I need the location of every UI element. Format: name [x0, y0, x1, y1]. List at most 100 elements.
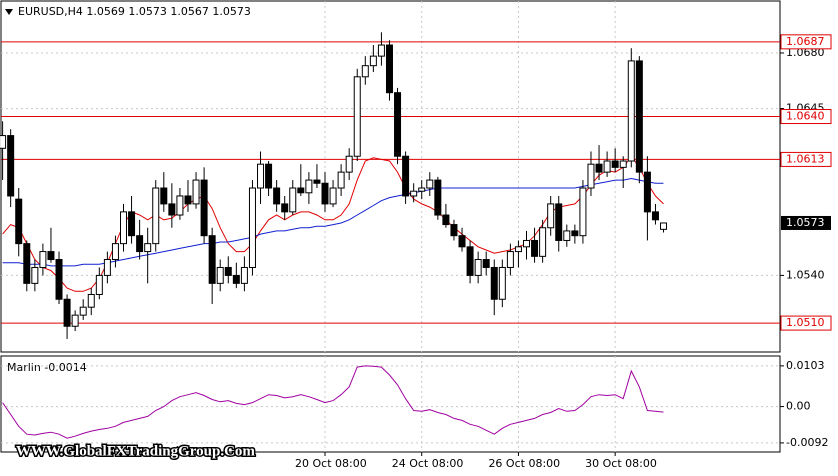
- candle-body: [216, 266, 224, 284]
- candle-body: [63, 298, 71, 327]
- candle-body: [458, 235, 466, 248]
- candle-body: [587, 163, 595, 189]
- menu-arrow[interactable]: [5, 9, 13, 15]
- candle-body: [313, 179, 321, 184]
- candle-body: [603, 160, 611, 173]
- candle-body: [103, 259, 111, 276]
- candle-body: [95, 274, 103, 295]
- candle-body: [160, 187, 168, 205]
- x-tick-label: 26 Oct 08:00: [488, 457, 560, 470]
- candle-body: [152, 187, 160, 245]
- candle-body: [15, 198, 23, 245]
- candle-body: [555, 203, 563, 241]
- level-label: 1.0510: [786, 316, 825, 329]
- candle-body: [434, 179, 442, 216]
- candle-body: [176, 195, 184, 216]
- candle-body: [394, 92, 402, 157]
- candle-body: [71, 314, 79, 327]
- candle-body: [232, 274, 240, 284]
- candle-body: [240, 266, 248, 284]
- candle-body: [55, 259, 63, 300]
- candle-body: [643, 171, 651, 213]
- candle-body: [571, 230, 579, 237]
- candle-body: [482, 259, 490, 268]
- indicator-tick-label: 0.0103: [786, 359, 825, 372]
- candle-body: [337, 171, 345, 189]
- candle-body: [273, 187, 281, 205]
- x-tick-label: 20 Oct 08:00: [295, 457, 367, 470]
- candle-body: [660, 222, 668, 230]
- candle-body: [257, 163, 265, 189]
- candle-body: [611, 160, 619, 168]
- level-label-box: [780, 109, 832, 125]
- candle-body: [200, 179, 208, 237]
- candle-body: [385, 44, 393, 94]
- candle-body: [47, 251, 55, 261]
- candle-body: [579, 187, 587, 237]
- candle-body: [450, 224, 458, 237]
- candle-body: [353, 76, 361, 157]
- candle-body: [192, 179, 200, 205]
- indicator-line: [2, 365, 664, 439]
- candle-body: [224, 266, 232, 276]
- candle-body: [651, 211, 659, 221]
- candle-body: [426, 179, 434, 189]
- candle-body: [7, 135, 15, 197]
- candle-body: [361, 65, 369, 78]
- candle-body: [329, 187, 337, 205]
- candle-body: [248, 187, 256, 268]
- candle-body: [498, 266, 506, 300]
- level-label-box: [780, 34, 832, 50]
- candle-body: [474, 259, 482, 276]
- candle-body: [345, 155, 353, 173]
- candle-body: [111, 243, 119, 261]
- candle-body: [31, 266, 39, 284]
- candle-body: [128, 211, 136, 237]
- y-tick-label: 1.0540: [786, 268, 825, 281]
- candle-body: [377, 44, 385, 57]
- candle-body: [490, 266, 498, 300]
- indicator-panel: [0, 355, 781, 453]
- candle-body: [136, 235, 144, 253]
- candle-body: [595, 163, 603, 173]
- candle-body: [305, 179, 313, 194]
- candle-body: [539, 227, 547, 257]
- x-tick-label: 24 Oct 08:00: [392, 457, 464, 470]
- moving-average: [2, 177, 664, 267]
- candle-body: [208, 235, 216, 284]
- candle-body: [466, 246, 474, 276]
- candle-body: [523, 239, 530, 248]
- x-tick-label: 30 Oct 08:00: [585, 457, 657, 470]
- candle-body: [635, 60, 643, 173]
- candle-body: [369, 55, 377, 67]
- candle-body: [547, 203, 555, 229]
- level-label-box: [780, 151, 832, 167]
- candle-body: [402, 155, 410, 197]
- current-price-label: 1.0573: [786, 216, 825, 229]
- candle-body: [281, 203, 289, 213]
- candle-body: [506, 251, 514, 268]
- candle-body: [410, 190, 418, 197]
- candle-body: [87, 293, 95, 308]
- candle-body: [144, 243, 152, 253]
- candle-body: [23, 243, 31, 284]
- candle-body: [619, 160, 627, 168]
- candle-body: [168, 203, 176, 216]
- candle-body: [563, 230, 571, 241]
- indicator-title: Marlin -0.0014: [7, 361, 87, 374]
- candle-body: [184, 195, 192, 205]
- candle-body: [265, 163, 273, 189]
- candle-body: [531, 239, 539, 257]
- level-label: 1.0640: [786, 110, 825, 123]
- candle-body: [39, 251, 47, 268]
- indicator-tick-label: 0.00: [786, 400, 811, 413]
- watermark: WWW.GlobalFXTradingGroup.Com: [16, 443, 255, 459]
- level-label: 1.0613: [786, 152, 825, 165]
- candle-body: [442, 214, 450, 226]
- candle-body: [514, 246, 522, 253]
- candle-body: [627, 60, 635, 162]
- level-label: 1.0687: [786, 35, 825, 48]
- candle-body: [297, 187, 305, 194]
- level-label-box: [780, 315, 832, 331]
